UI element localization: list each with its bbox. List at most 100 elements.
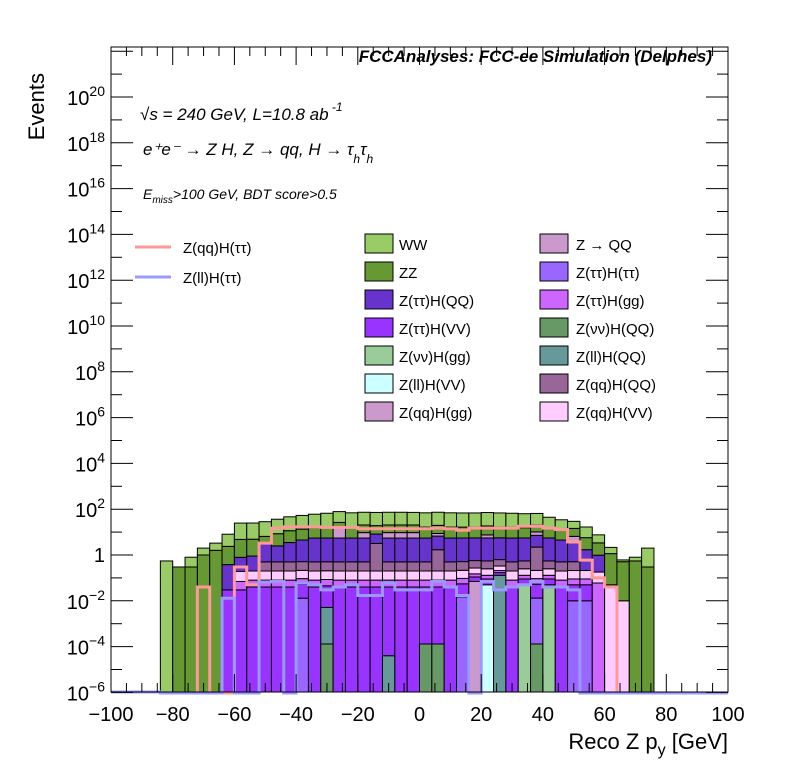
bar-zhvv [443,586,458,693]
bar-zhvv [233,589,248,693]
bar-zhvv [307,586,322,693]
bar-zhqq [567,542,581,563]
bar-zz [258,535,272,544]
bar-zqqhvv [579,570,593,580]
bar-zhqq [505,537,519,563]
bar-zhgg [394,579,408,588]
bar-zz [295,528,309,541]
bar-zhqq [530,643,544,693]
x-tick-label: −20 [341,704,375,726]
bar-zhvv [554,586,569,693]
bar-zhgg [567,578,581,586]
bar-zhvv [406,586,421,693]
y-tick-label: 1020 [67,83,105,110]
legend-label: Z(ll)H(VV) [399,377,466,394]
legend-label: Z(ll)H(QQ) [576,349,646,366]
bar-zhqq [431,535,445,551]
bar-zhqq [406,537,421,563]
legend-swatch [539,373,569,394]
bar-zqqhvv [381,570,396,581]
bar-ww [196,547,211,556]
bar-zhvv [419,586,433,645]
bar-zz [567,527,581,537]
legend-swatch [364,289,394,310]
bar-zqqhvv [530,569,544,580]
bar-zqqhqq [406,561,421,572]
bar-zz [196,554,211,693]
bar-zqqhvv [258,570,272,581]
bar-zqqhvv [332,570,346,581]
text-span: 10 [67,592,89,614]
legend-label: Z(qq)H(gg) [399,405,472,422]
bar-ww [505,512,519,528]
bar-zhqq [381,537,396,563]
line-zllh [111,579,728,695]
bar-zh [295,597,309,693]
bar-zhqq [369,533,383,544]
bar-zqqhqq [567,561,581,572]
bar-ww [443,512,458,528]
bar-zqqhqq [493,559,507,567]
legend-label: Z(νν)H(QQ) [576,321,654,338]
bar-zqqhqq [542,560,556,570]
text-span: 10 [75,363,97,385]
text-span: y [658,742,666,759]
bar-zhvv [530,583,544,599]
text-span: h [353,152,360,166]
bar-zz [517,527,532,539]
bar-zhqq [456,537,470,563]
x-tick-label: 60 [593,704,615,726]
annotations: FCCAnalyses: FCC-ee Simulation (Delphes)… [140,47,712,206]
x-tick-label: 0 [414,704,425,726]
bar-zhqq [480,537,495,562]
x-axis-label: Reco Z py [GeV] [568,729,728,759]
bar-zqqhvv [270,570,285,581]
legend-label: Z(ττ)H(ττ) [576,265,640,282]
x-tick-label: −100 [88,704,133,726]
legend-swatch [539,289,569,310]
bar-zhqq [394,537,408,563]
legend-label: Z(νν)H(gg) [399,349,471,366]
text-span: e⁺e⁻ → Z H, Z → qq, H → τ [143,140,355,159]
bar-zhgg [456,577,470,585]
bar-ww [530,512,544,526]
bar-ww [369,511,383,527]
bar-ww [591,534,606,544]
bar-ww [246,522,260,540]
bar-ww [394,511,408,526]
text-span: 18 [89,129,105,145]
bar-zhqq [320,537,334,563]
bar-zllhvv [480,584,495,693]
bar-zhqq [357,537,371,563]
x-tick-label: −60 [217,704,251,726]
bar-zhvv [344,586,359,693]
y-tick-label: 106 [75,404,105,431]
axes: −100 −80 −60 −40 −20 0 20 40 60 80 10010−610−410−2… [24,46,745,759]
bar-zqqhvv [431,570,445,581]
y-tick-label: 108 [75,358,105,385]
text-span: 8 [97,358,105,374]
legend-swatch [364,261,394,282]
x-tick-label: −80 [156,704,190,726]
bar-zqqhvv [344,570,359,581]
y-tick-label: 102 [75,495,105,522]
bar-ww [431,511,445,526]
legend-swatch [539,345,569,366]
text-span: 10 [75,409,97,431]
bar-zqqhqq [307,561,322,572]
bar-ww [233,522,248,540]
bar-zqqhvv [233,571,248,582]
bar-ww [381,511,396,526]
bar-zqqhvv [468,567,482,575]
text-span: −4 [89,633,105,649]
bar-zz [246,538,260,557]
bar-ww [258,521,272,537]
legend-label: Z(qq)H(VV) [576,405,653,422]
bar-zhqq [542,537,556,562]
legend-label: Z(ττ)H(gg) [576,293,645,310]
bar-zqq [406,532,421,539]
y-axis-label: Events [24,73,49,140]
text-span: 10 [75,500,97,522]
bar-zhqq [258,542,272,563]
